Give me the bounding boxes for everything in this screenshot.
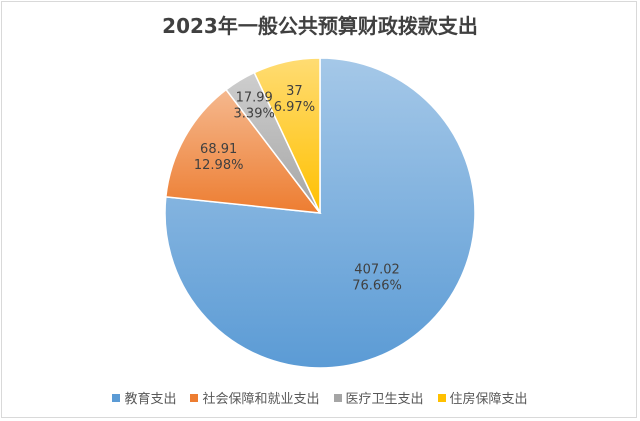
legend-label: 教育支出 (124, 392, 177, 407)
percent-label-1: 76.66% (352, 278, 402, 293)
percent-label-3: 3.39% (234, 106, 275, 121)
percent-label-2: 12.98% (194, 158, 244, 173)
legend-item-2: 社会保障和就业支出 (190, 388, 320, 407)
pie-slice-2 (165, 88, 322, 214)
chart-title: 2023年一般公共预算财政拨款支出 (162, 14, 478, 38)
legend-swatch (190, 393, 199, 402)
value-label-4: 37 (286, 84, 303, 99)
legend-label: 住房保障支出 (449, 392, 528, 407)
pie-slice-4 (253, 57, 321, 214)
value-label-3: 17.99 (236, 90, 273, 105)
legend-swatch (333, 393, 342, 402)
percent-label-4: 6.97% (274, 100, 315, 115)
legend-item-4: 住房保障支出 (437, 388, 528, 407)
legend-item-3: 医疗卫生支出 (333, 388, 424, 407)
legend-label: 医疗卫生支出 (345, 392, 424, 407)
value-label-1: 407.02 (354, 262, 400, 277)
value-label-2: 68.91 (200, 142, 237, 157)
legend-item-1: 教育支出 (112, 388, 176, 407)
chart-legend: 教育支出 社会保障和就业支出 医疗卫生支出 住房保障支出 (0, 388, 640, 407)
legend-swatch (437, 393, 446, 402)
legend-label: 社会保障和就业支出 (202, 392, 320, 407)
legend-swatch (112, 393, 121, 402)
